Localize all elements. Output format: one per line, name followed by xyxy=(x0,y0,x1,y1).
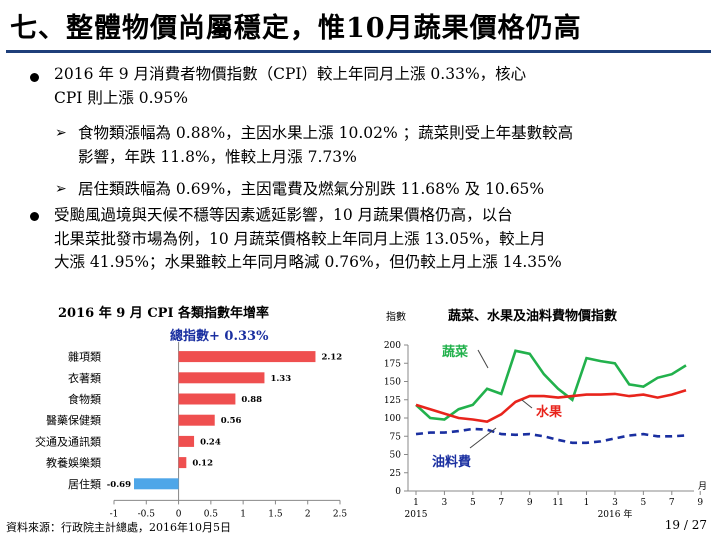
x-tick-label: 0 xyxy=(176,509,182,518)
value-label: 0.88 xyxy=(241,395,262,405)
bar xyxy=(178,372,265,384)
x-tick-label: 2.5 xyxy=(333,509,348,518)
value-label: 1.33 xyxy=(270,374,291,384)
x-tick-label: 0.5 xyxy=(204,509,219,518)
sub-bullet-1-text: 食物類漲幅為 0.88%，主因水果上漲 10.02% ；蔬菜則受上年基數較高 影… xyxy=(78,122,573,169)
y-tick-label: 50 xyxy=(390,451,402,461)
sub-bullet-arrow-icon: ➢ xyxy=(55,125,67,141)
series-label-pointer xyxy=(521,399,533,409)
y-tick-label: 25 xyxy=(390,469,402,479)
sub-bullet-arrow-icon: ➢ xyxy=(55,181,67,197)
year-label: 2016 年 xyxy=(598,508,633,520)
category-label: 食物類 xyxy=(68,392,101,406)
y-tick-label: 75 xyxy=(390,432,402,442)
y-tick-label: 200 xyxy=(384,341,401,351)
x-tick-label: 9 xyxy=(527,498,533,508)
sub-bullet-2-text: 居住類跌幅為 0.69%，主因電費及燃氣分別跌 11.68% 及 10.65% xyxy=(78,178,544,202)
line-chart-title: 蔬菜、水果及油料費物價指數 xyxy=(448,309,618,324)
sub-bullet-1-line-2: 影響，年跌 11.8%，惟較上月漲 7.73% xyxy=(78,147,357,166)
series-label-pointer xyxy=(469,427,497,449)
y-tick-label: 125 xyxy=(384,396,401,406)
page-title: 七、整體物價尚屬穩定，惟10月蔬果價格仍高 xyxy=(10,13,582,44)
bar xyxy=(178,414,215,426)
title-divider xyxy=(6,50,711,53)
year-label: 2015 xyxy=(405,510,428,520)
x-tick-label: 2 xyxy=(305,509,311,518)
category-label: 交通及通訊類 xyxy=(35,434,101,448)
bar xyxy=(178,435,195,447)
y-tick-label: 100 xyxy=(384,414,401,424)
y-tick-label: 0 xyxy=(395,487,401,497)
sub-bullet-2-line-1: 居住類跌幅為 0.69%，主因電費及燃氣分別跌 11.68% 及 10.65% xyxy=(78,180,545,198)
bullet-2-line-1: 受颱風過境與天候不穩等因素遞延影響，10 月蔬果價格仍高，以台 xyxy=(54,206,513,224)
x-tick-label: -1 xyxy=(110,509,119,518)
x-tick-label: 3 xyxy=(612,498,618,508)
x-tick-label: 9 xyxy=(697,498,703,508)
value-label: -0.69 xyxy=(107,480,131,490)
bar-chart-annotation: 總指數+ 0.33% xyxy=(170,329,269,344)
value-label: 2.12 xyxy=(321,353,342,363)
value-label: 0.12 xyxy=(192,459,213,469)
y-tick-label: 150 xyxy=(384,378,401,388)
source-note: 資料來源：行政院主計總處，2016年10月5日 xyxy=(6,521,231,534)
bullet-2-line-2: 北果菜批發市場為例，10 月蔬菜價格較上年同月上漲 13.05%，較上月 xyxy=(54,229,546,248)
x-tick-label: 5 xyxy=(470,498,476,508)
series-line-油料費 xyxy=(415,427,687,445)
cpi-bar-chart: 雜項類 2.12 衣著類 1.33 食物類 0.88 醫藥保健類 0.56 交通及通訊類 0.24… xyxy=(35,342,348,518)
bar xyxy=(134,478,179,490)
bar xyxy=(178,351,316,363)
x-tick-label: 3 xyxy=(442,498,448,508)
value-label: 0.24 xyxy=(200,437,221,447)
x-tick-label: 5 xyxy=(641,498,647,508)
series-line-蔬菜 xyxy=(415,349,687,421)
series-label: 油料費 xyxy=(432,454,471,470)
bullet-dot xyxy=(30,73,39,82)
page-number: 19 / 27 xyxy=(664,518,707,532)
category-label: 衣著類 xyxy=(68,371,101,385)
category-label: 居住類 xyxy=(68,477,101,491)
x-tick-label: 7 xyxy=(669,498,675,508)
x-tick-label: 1 xyxy=(240,509,246,518)
sub-bullet-1-line-1: 食物類漲幅為 0.88%，主因水果上漲 10.02% ；蔬菜則受上年基數較高 xyxy=(78,124,574,142)
bullet-1-line-1: 2016 年 9 月消費者物價指數（CPI）較上年同月上漲 0.33%，核心 xyxy=(54,65,527,83)
bar-chart-title: 2016 年 9 月 CPI 各類指數年增率 xyxy=(58,306,270,321)
category-label: 醫藥保健類 xyxy=(46,413,101,427)
bullet-2-text: 受颱風過境與天候不穩等因素遞延影響，10 月蔬果價格仍高，以台 北果菜批發市場為… xyxy=(54,204,562,275)
bullet-2-line-3: 大漲 41.95%；水果雖較上年同月略減 0.76%，但仍較上月上漲 14.35… xyxy=(54,253,562,271)
x-tick-label: 11 xyxy=(552,498,563,508)
category-label: 教養娛樂類 xyxy=(46,456,101,470)
bullet-1-line-2: CPI 則上漲 0.95% xyxy=(54,88,189,107)
x-tick-label: -0.5 xyxy=(138,509,156,518)
bullet-1-text: 2016 年 9 月消費者物價指數（CPI）較上年同月上漲 0.33%，核心 C… xyxy=(54,63,526,110)
series-label: 蔬菜 xyxy=(442,344,468,360)
value-label: 0.56 xyxy=(221,416,242,426)
x-tick-label: 1.5 xyxy=(268,509,283,518)
x-tick-label: 1 xyxy=(413,498,419,508)
x-tick-label: 7 xyxy=(498,498,504,508)
x-tick-label: 1 xyxy=(584,498,590,508)
series-line-水果 xyxy=(415,389,687,424)
series-label: 水果 xyxy=(536,404,562,420)
category-label: 雜項類 xyxy=(68,350,101,364)
y-axis-label: 指數 xyxy=(386,310,406,323)
x-unit-label: 月 xyxy=(698,481,707,492)
bar xyxy=(178,393,236,405)
series-label-pointer xyxy=(477,349,489,369)
y-tick-label: 175 xyxy=(384,359,401,369)
bullet-dot xyxy=(30,212,39,221)
bar xyxy=(178,457,187,469)
